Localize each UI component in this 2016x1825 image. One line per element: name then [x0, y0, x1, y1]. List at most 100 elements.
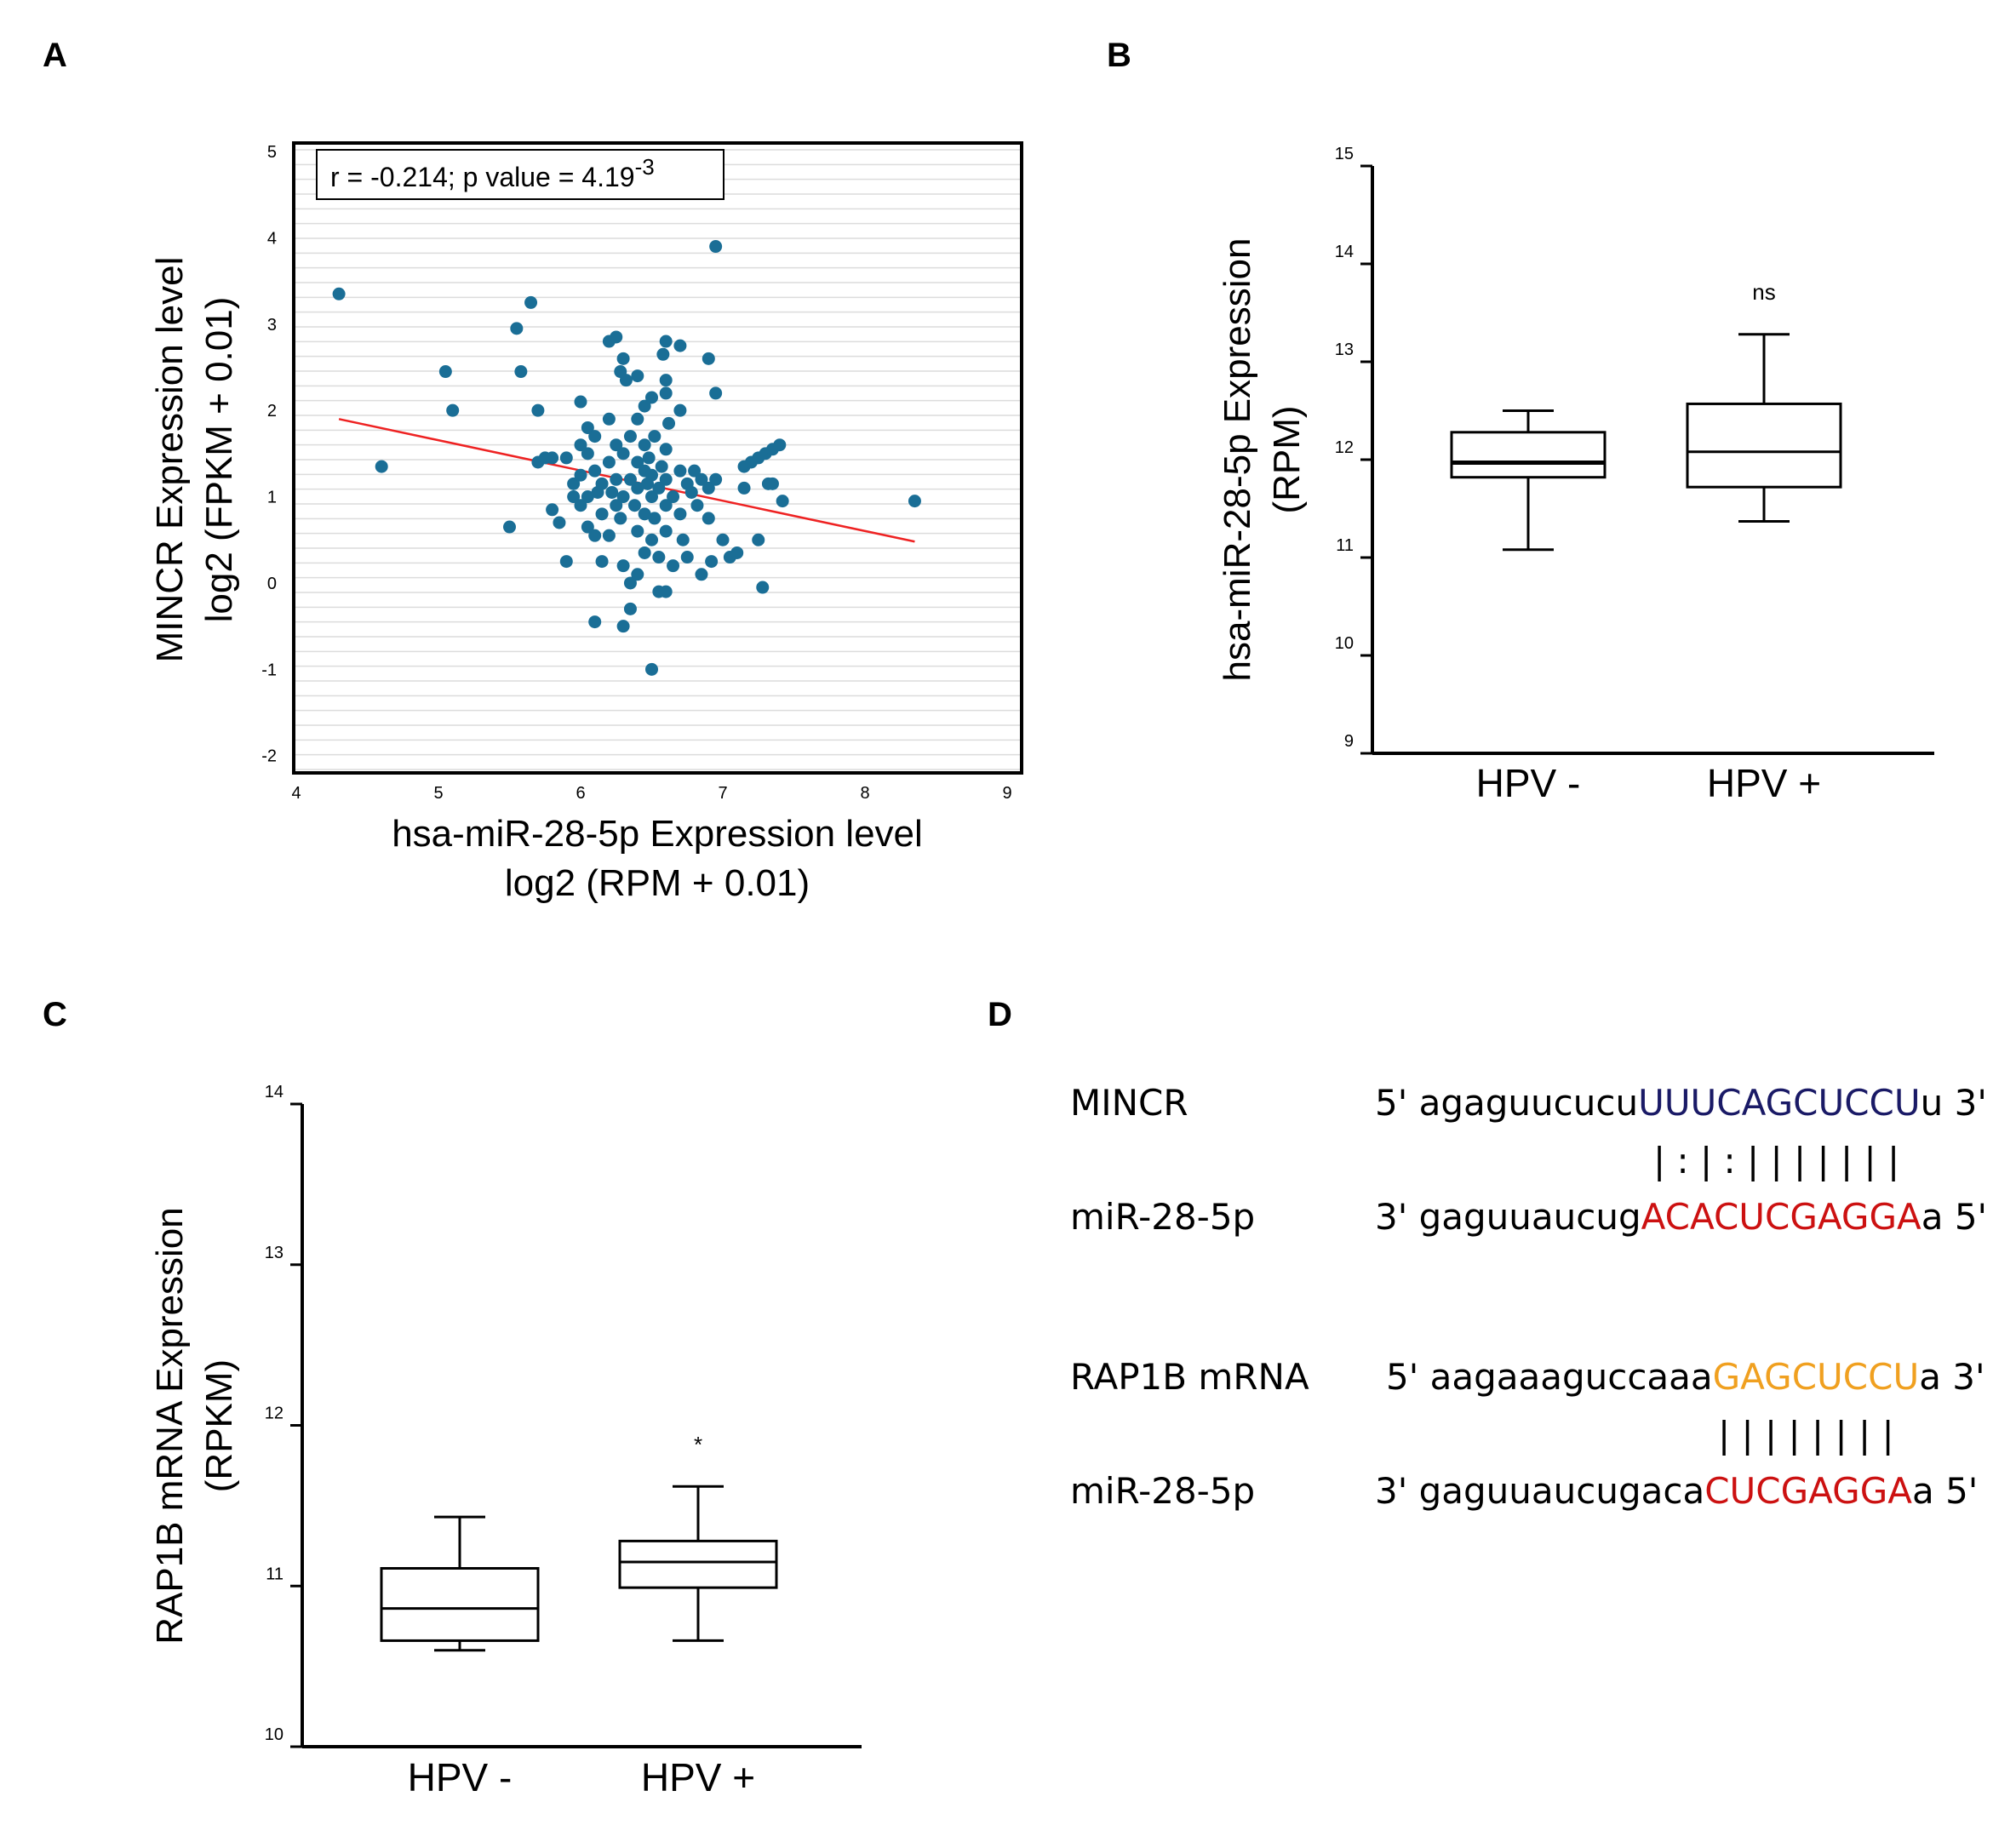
alignment-2-top-highlight: GAGCUCCU [1713, 1356, 1920, 1398]
scatter-y-tick-label: -1 [261, 661, 277, 679]
scatter-point [595, 477, 609, 490]
box-c-significance-label: * [694, 1432, 702, 1457]
box-c-y-ticks: 10 11 12 13 14 [265, 1083, 302, 1748]
scatter-x-title-line1: hsa-miR-28-5p Expression level [392, 813, 923, 855]
alignment-2-top-suffix: a 3' [1919, 1356, 1984, 1398]
scatter-point [627, 499, 641, 512]
scatter-point [695, 568, 708, 581]
scatter-point [690, 499, 704, 512]
scatter-point [616, 559, 630, 573]
scatter-point [655, 460, 668, 473]
box-b-y-tick-label: 9 [1344, 732, 1354, 751]
scatter-point [595, 507, 609, 521]
alignment-1-bottom-highlight: ACACUCGAGGA [1641, 1196, 1922, 1238]
alignment-2-bottom-prefix: 3' gaguuaucugaca [1375, 1470, 1704, 1512]
scatter-point [610, 499, 623, 512]
scatter-point [638, 507, 651, 521]
scatter-y-tick-label: 1 [267, 489, 277, 507]
scatter-x-tick-label: 7 [718, 784, 727, 803]
scatter-point [375, 460, 388, 473]
scatter-point [616, 447, 630, 461]
scatter-point [616, 620, 630, 633]
scatter-point [659, 472, 673, 486]
scatter-point [503, 520, 516, 534]
scatter-point [631, 455, 644, 469]
scatter-y-title-line2: log2 (FPKM + 0.01) [198, 297, 240, 623]
box-c-y-tick-label: 14 [265, 1083, 284, 1101]
box-b-y-title-line2: (RPM) [1266, 405, 1308, 513]
scatter-point [652, 551, 666, 564]
panel-label-d: D [988, 996, 1012, 1033]
scatter-point [688, 464, 702, 478]
scatter-point [709, 472, 723, 486]
panel-label-b: B [1107, 37, 1131, 74]
scatter-point [667, 490, 680, 504]
scatter-point [645, 533, 658, 546]
scatter-x-tick-label: 9 [1002, 784, 1011, 803]
correlation-annotation-box [316, 149, 724, 200]
scatter-y-tick-label: 5 [267, 143, 277, 162]
panel-label-a: A [43, 37, 67, 74]
scatter-point [631, 568, 644, 581]
scatter-point [567, 477, 581, 490]
scatter-point [702, 481, 715, 495]
alignment-1-top-prefix: 5' agaguucucu [1375, 1082, 1638, 1124]
scatter-point [531, 403, 545, 417]
box-c-boxes [380, 1485, 778, 1652]
scatter-point [659, 443, 673, 456]
alignment-2-bottom-suffix: a 5' [1912, 1470, 1978, 1512]
scatter-point [659, 386, 673, 400]
box-c-y-tick-label: 10 [265, 1725, 284, 1744]
scatter-x-tick-label: 6 [576, 784, 585, 803]
alignment-1-top-suffix: u 3' [1921, 1082, 1987, 1124]
box-b-y-tick-label: 14 [1335, 243, 1354, 261]
scatter-point [642, 451, 656, 465]
scatter-x-tick-label: 8 [860, 784, 869, 803]
scatter-point [638, 546, 651, 559]
scatter-point [673, 403, 687, 417]
alignment-1-bottom-prefix: 3' gaguuaucug [1375, 1196, 1641, 1238]
scatter-point [631, 481, 644, 495]
scatter-point [619, 374, 633, 387]
correlation-annotation-text: r = -0.214; p value = 4.19 [330, 162, 635, 192]
scatter-point [602, 529, 616, 542]
scatter-point [659, 524, 673, 538]
scatter-gridlines [294, 149, 1022, 770]
scatter-point [667, 559, 680, 573]
scatter-point [623, 472, 637, 486]
scatter-point [676, 533, 690, 546]
scatter-point [605, 485, 619, 499]
box-b-boxes [1450, 333, 1842, 552]
scatter-point [595, 555, 609, 569]
alignment-2-top-sequence: 5' aagaaaguccaaaGAGCUCCUa 3' [1386, 1356, 1985, 1398]
scatter-y-tick-label: 2 [267, 402, 277, 420]
scatter-point [559, 555, 573, 569]
scatter-point [610, 438, 623, 452]
scatter-point [631, 524, 644, 538]
scatter-point [588, 615, 602, 629]
scatter-point [614, 512, 627, 525]
scatter-point [581, 520, 594, 534]
scatter-point [602, 412, 616, 426]
scatter-point [546, 451, 559, 465]
alignment-2-bottom-highlight: CUCGAGGA [1704, 1470, 1912, 1512]
scatter-point [648, 430, 662, 443]
scatter-point [438, 365, 452, 379]
scatter-point [610, 330, 623, 344]
scatter-point [616, 490, 630, 504]
scatter-point [638, 399, 651, 413]
scatter-y-ticks: -2 -1 0 1 2 3 4 5 [261, 143, 277, 766]
scatter-point [680, 551, 694, 564]
scatter-point [659, 335, 673, 348]
scatter-point [659, 499, 673, 512]
scatter-plot-area [294, 143, 1022, 773]
alignment-2-top-name: RAP1B mRNA [1070, 1356, 1309, 1398]
box-c-y-tick-label: 13 [265, 1244, 284, 1262]
box-b-box [1450, 431, 1606, 479]
alignment-2-bottom-sequence: 3' gaguuaucugacaCUCGAGGAa 5' [1375, 1470, 1978, 1512]
scatter-point [588, 529, 602, 542]
scatter-point [716, 533, 730, 546]
scatter-point [673, 507, 687, 521]
box-c-box [380, 1566, 540, 1642]
